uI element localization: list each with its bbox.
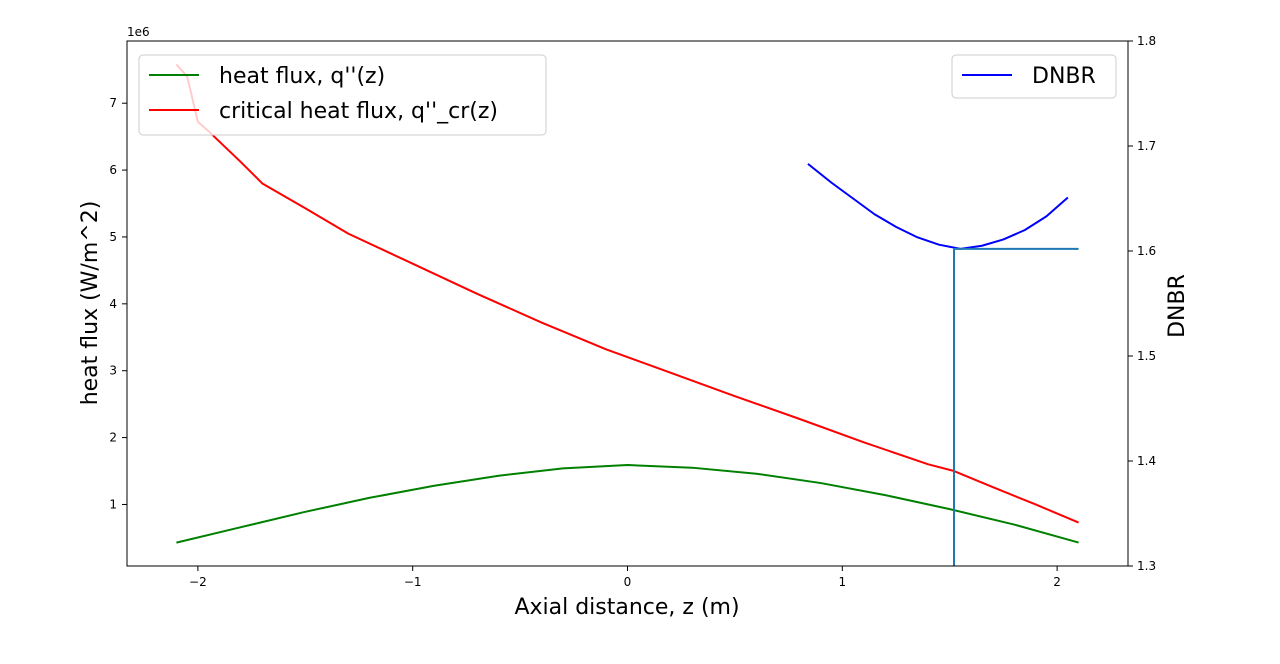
y-axis-right-label: DNBR [1165, 274, 1190, 338]
legend-label-dnbr: DNBR [1032, 64, 1096, 89]
legend-left: heat flux, q''(z) critical heat flux, q'… [138, 54, 547, 136]
x-axis-ticks: −2 −1 0 1 2 [189, 566, 1061, 589]
x-tick-label: 1 [838, 575, 846, 589]
x-tick-label: 0 [624, 575, 632, 589]
y-tick-label: 5 [109, 230, 117, 244]
series-line-heat-flux-q-z [176, 464, 1079, 544]
y-axis-left-ticks: 1 2 3 4 5 6 7 [109, 96, 127, 511]
y-right-tick-label: 1.8 [1137, 34, 1156, 48]
y-right-tick-label: 1.3 [1137, 559, 1156, 573]
y-tick-label: 7 [109, 96, 117, 110]
y-right-tick-label: 1.4 [1137, 454, 1156, 468]
legend-label-critical-heat-flux: critical heat flux, q''_cr(z) [219, 99, 498, 124]
x-tick-label: −1 [404, 575, 422, 589]
y-right-tick-label: 1.5 [1137, 349, 1156, 363]
y-tick-label: 2 [109, 431, 117, 445]
plot-content [175, 63, 1079, 566]
y-tick-label: 3 [109, 364, 117, 378]
series-line-critical-heat-flux-q-cr-z [175, 63, 1079, 524]
legend-label-heat-flux: heat flux, q''(z) [219, 64, 385, 89]
y-right-tick-label: 1.6 [1137, 244, 1156, 258]
legend-left-box [138, 54, 547, 136]
x-axis-label: Axial distance, z (m) [514, 595, 739, 620]
legend-right: DNBR [951, 54, 1117, 99]
x-tick-label: 2 [1053, 575, 1061, 589]
y-right-tick-label: 1.7 [1137, 139, 1156, 153]
legend-right-box [951, 54, 1117, 99]
y-tick-label: 4 [109, 297, 117, 311]
y-offset-label: 1e6 [127, 25, 150, 39]
y-axis-left-label: heat flux (W/m^2) [78, 201, 103, 406]
y-tick-label: 6 [109, 163, 117, 177]
x-tick-label: −2 [189, 575, 207, 589]
series-line-dnbr [807, 163, 1069, 250]
y-axis-right-ticks: 1.3 1.4 1.5 1.6 1.7 1.8 [1128, 34, 1156, 573]
y-tick-label: 1 [109, 497, 117, 511]
